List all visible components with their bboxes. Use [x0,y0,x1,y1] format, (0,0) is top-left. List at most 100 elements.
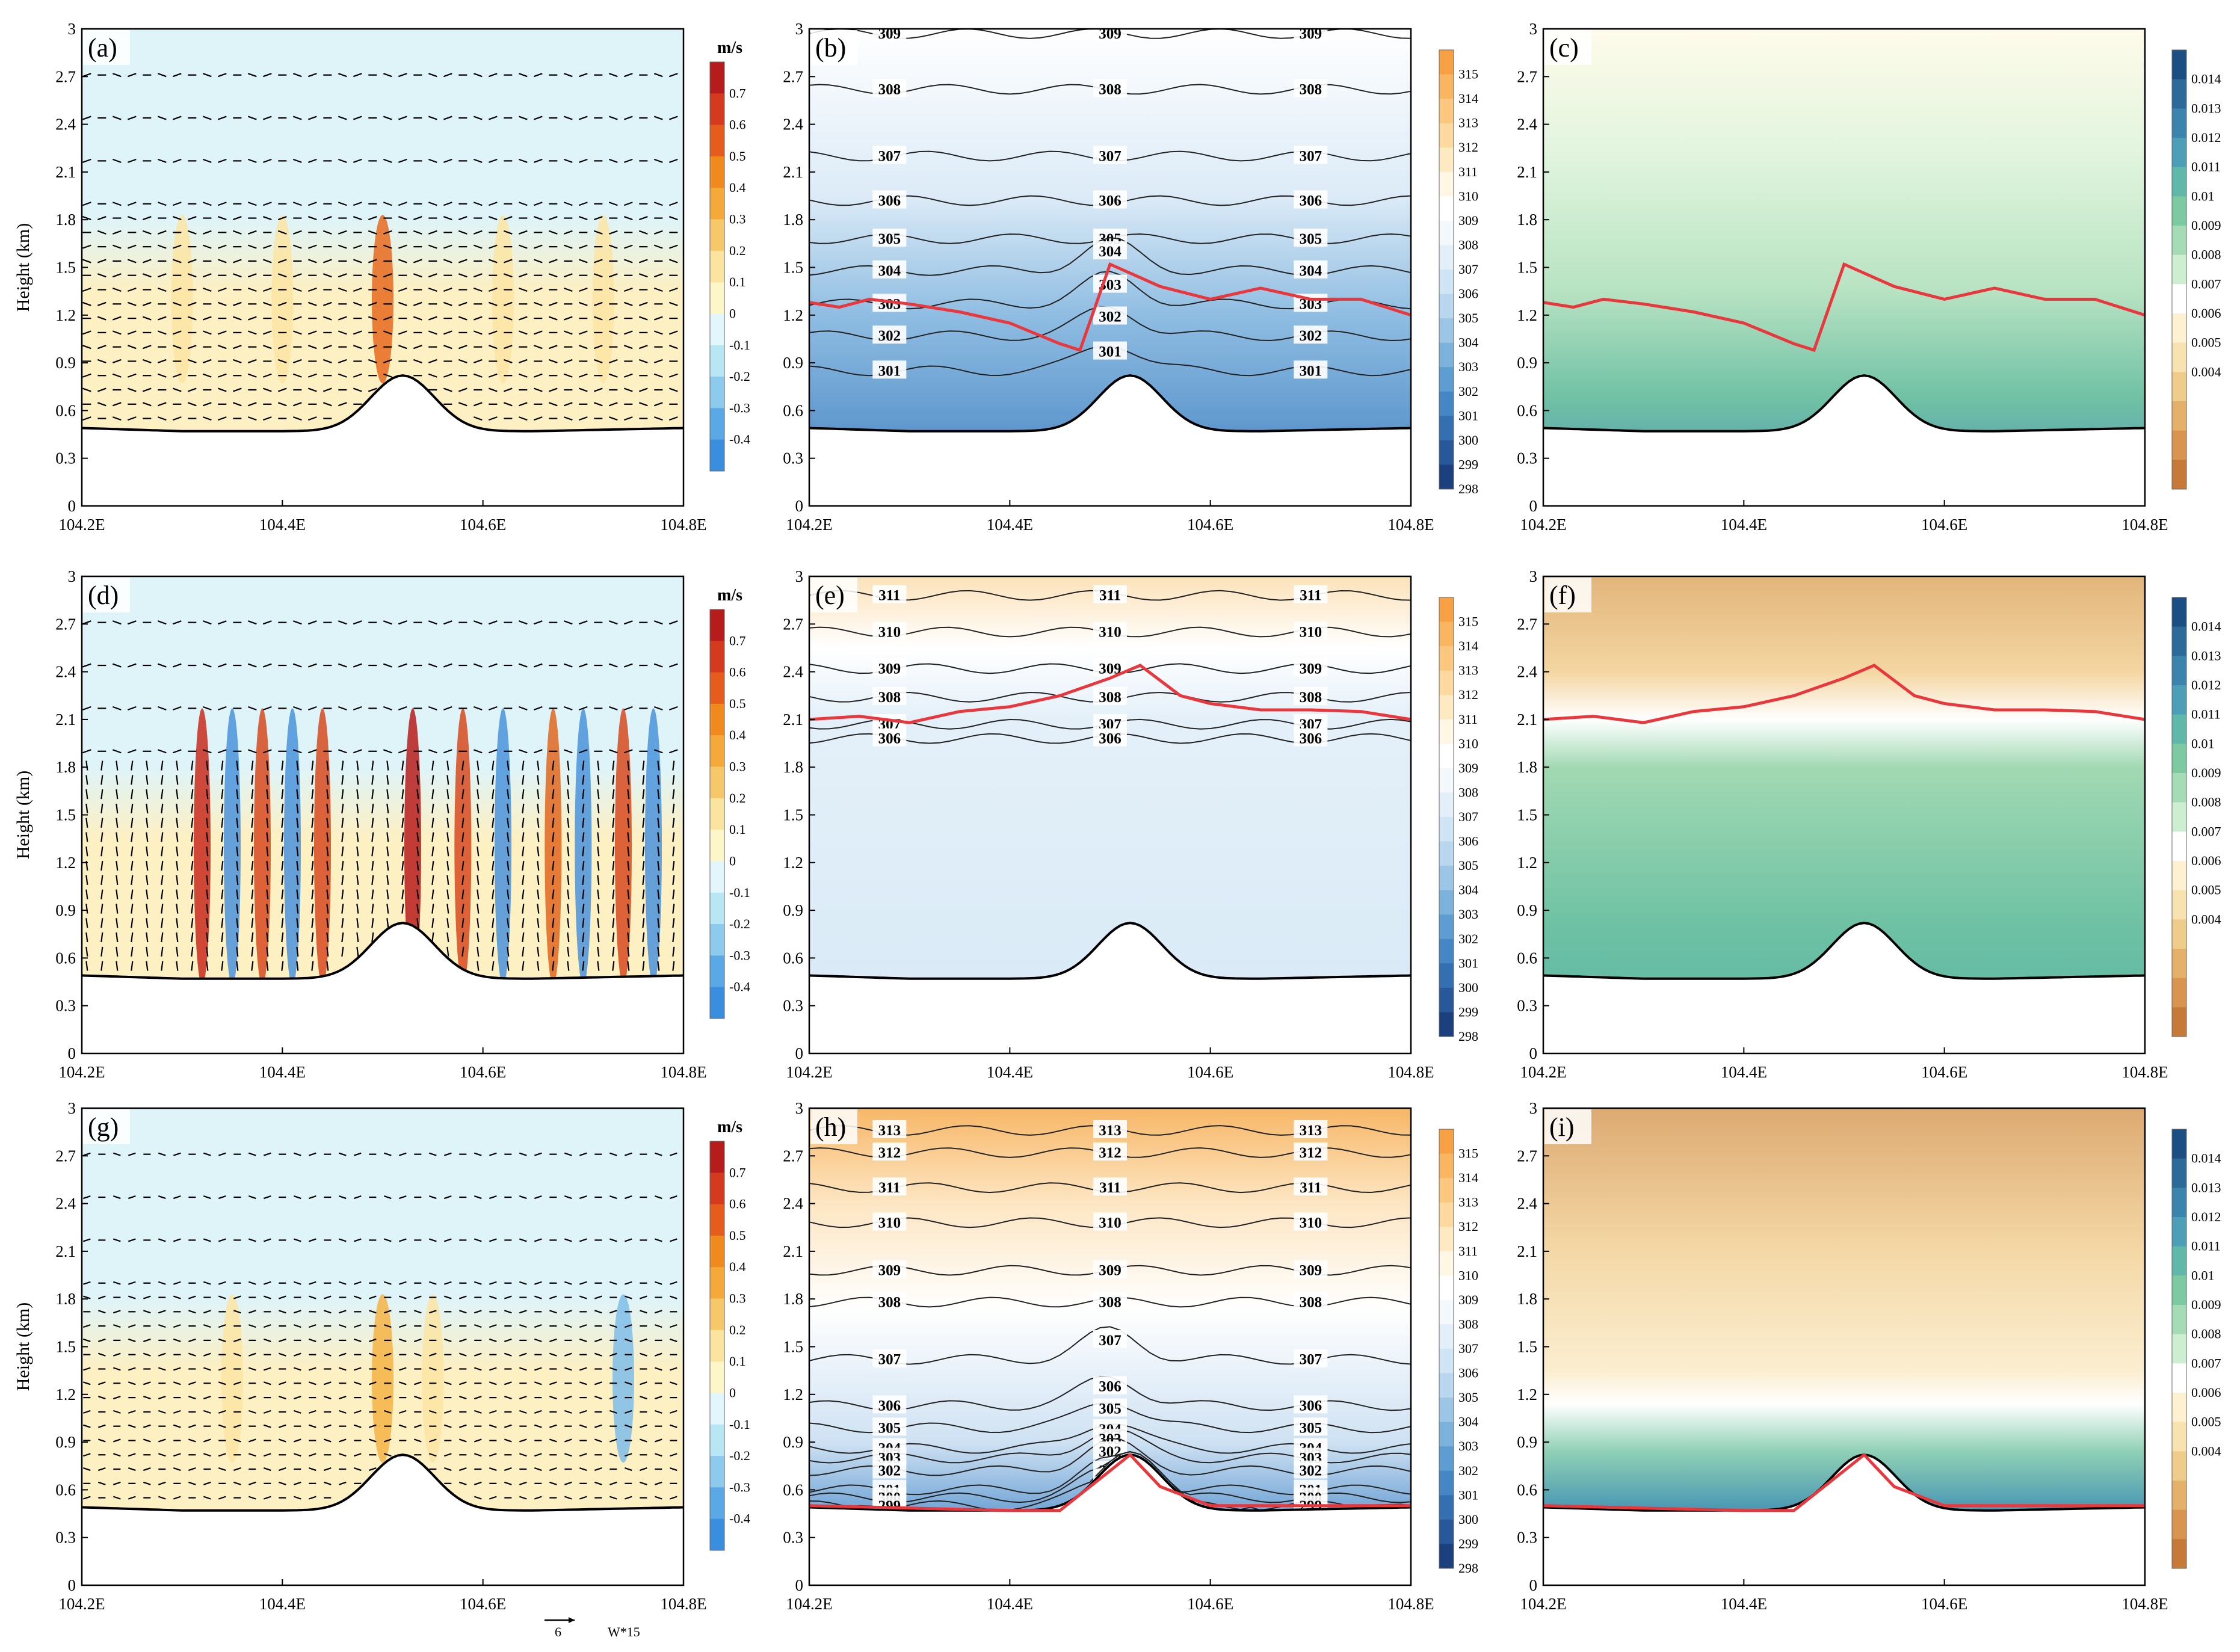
contour-label: 308 [1300,81,1322,97]
wind-vector [474,1396,482,1400]
wind-vector [338,1367,347,1371]
wind-vector [488,158,498,163]
wind-vector [522,860,525,871]
wind-vector [218,1338,226,1342]
contour-label: 313 [1099,1123,1122,1139]
wind-vector [474,1410,482,1414]
wind-vector [428,1352,437,1357]
wind-vector [161,818,164,828]
wind-vector [386,846,389,857]
colorbar-i: 0.0140.0130.0120.0110.010.0090.0080.0070… [2171,1129,2221,1569]
wind-vector [549,1295,557,1299]
wind-vector [593,316,603,321]
wind-vector [277,402,287,407]
y-tick-label: 0 [795,497,804,515]
wind-vector [657,832,660,842]
wind-vector [82,216,91,221]
wind-vector [221,961,224,971]
y-tick-label: 2.7 [55,615,76,633]
colorbar-swatch [1439,744,1454,769]
wind-vector [537,775,540,785]
wind-vector [353,1295,362,1299]
y-tick-label: 1.5 [783,806,803,824]
colorbar-swatch [710,377,724,408]
wind-vector [82,1295,91,1299]
wind-vector [612,846,615,857]
wind-vector [356,860,359,871]
wind-vector [431,789,434,800]
wind-vector [401,904,404,914]
wind-vector [368,316,377,321]
wind-vector [474,1453,482,1457]
wind-vector [262,287,272,292]
colorbar-swatch [1439,1349,1454,1374]
wind-vector [477,803,480,814]
wind-vector [398,1324,407,1328]
wind-vector [187,359,197,363]
wind-vector [97,359,106,363]
colorbar-swatch [710,62,724,94]
colorbar-swatch [1439,768,1454,793]
wind-vector [609,1396,617,1400]
wind-vector [266,860,269,871]
wind-vector [176,918,179,928]
wind-vector [172,202,182,206]
wind-vector [657,760,660,771]
wind-vector [368,1424,377,1428]
y-tick-label: 1.8 [1517,758,1537,776]
wind-vector [263,1367,271,1371]
wind-vector [292,230,302,235]
panel-tag: (f) [1549,581,1576,610]
terrain-mask [82,1455,683,1585]
colorbar-label: 304 [1458,1414,1478,1429]
wind-vector [221,775,224,785]
wind-vector [518,359,528,363]
wind-vector [100,846,103,857]
wind-vector [161,832,164,842]
wind-vector [371,846,374,857]
wind-vector [146,961,149,971]
wind-streak [372,215,393,384]
y-tick-label: 1.8 [55,758,76,776]
wind-vector [368,1381,377,1385]
wind-vector [322,259,332,264]
wind-vector [443,1467,452,1472]
colorbar-swatch [710,672,724,704]
wind-vector [443,287,452,292]
wind-vector [612,904,615,914]
wind-vector [548,216,558,221]
wind-vector [597,875,600,886]
wind-vector [218,1195,226,1200]
wind-vector [281,818,284,828]
wind-vector [353,1467,362,1472]
wind-vector [383,316,392,321]
wind-vector [293,1410,301,1414]
wind-vector [428,1310,437,1314]
wind-vector [563,373,573,378]
wind-vector [248,1410,256,1414]
contour-label-bg [872,1177,907,1196]
wind-vector [292,116,302,120]
wind-vector [504,1381,512,1385]
wind-vector [672,818,675,828]
wind-vector [82,1324,91,1328]
colorbar-label: 300 [1458,980,1478,995]
wind-vector [458,1352,467,1357]
wind-vector [488,244,498,249]
wind-vector [413,1438,422,1443]
wind-vector [518,620,528,625]
wind-vector [431,889,434,899]
wind-vector [308,1381,316,1385]
colorbar-swatch [710,1173,724,1205]
wind-vector [248,1281,256,1285]
wind-vector [128,1367,136,1371]
y-tick-label: 0 [1529,497,1538,515]
wind-vector [128,1496,136,1500]
wind-vector [338,1195,347,1200]
colorbar-swatch [710,219,724,251]
wind-vector [398,1152,407,1156]
wind-vector [398,158,407,163]
wind-vector [191,918,194,928]
x-tick-label: 104.2E [1520,1063,1566,1081]
wind-vector [398,1295,407,1299]
